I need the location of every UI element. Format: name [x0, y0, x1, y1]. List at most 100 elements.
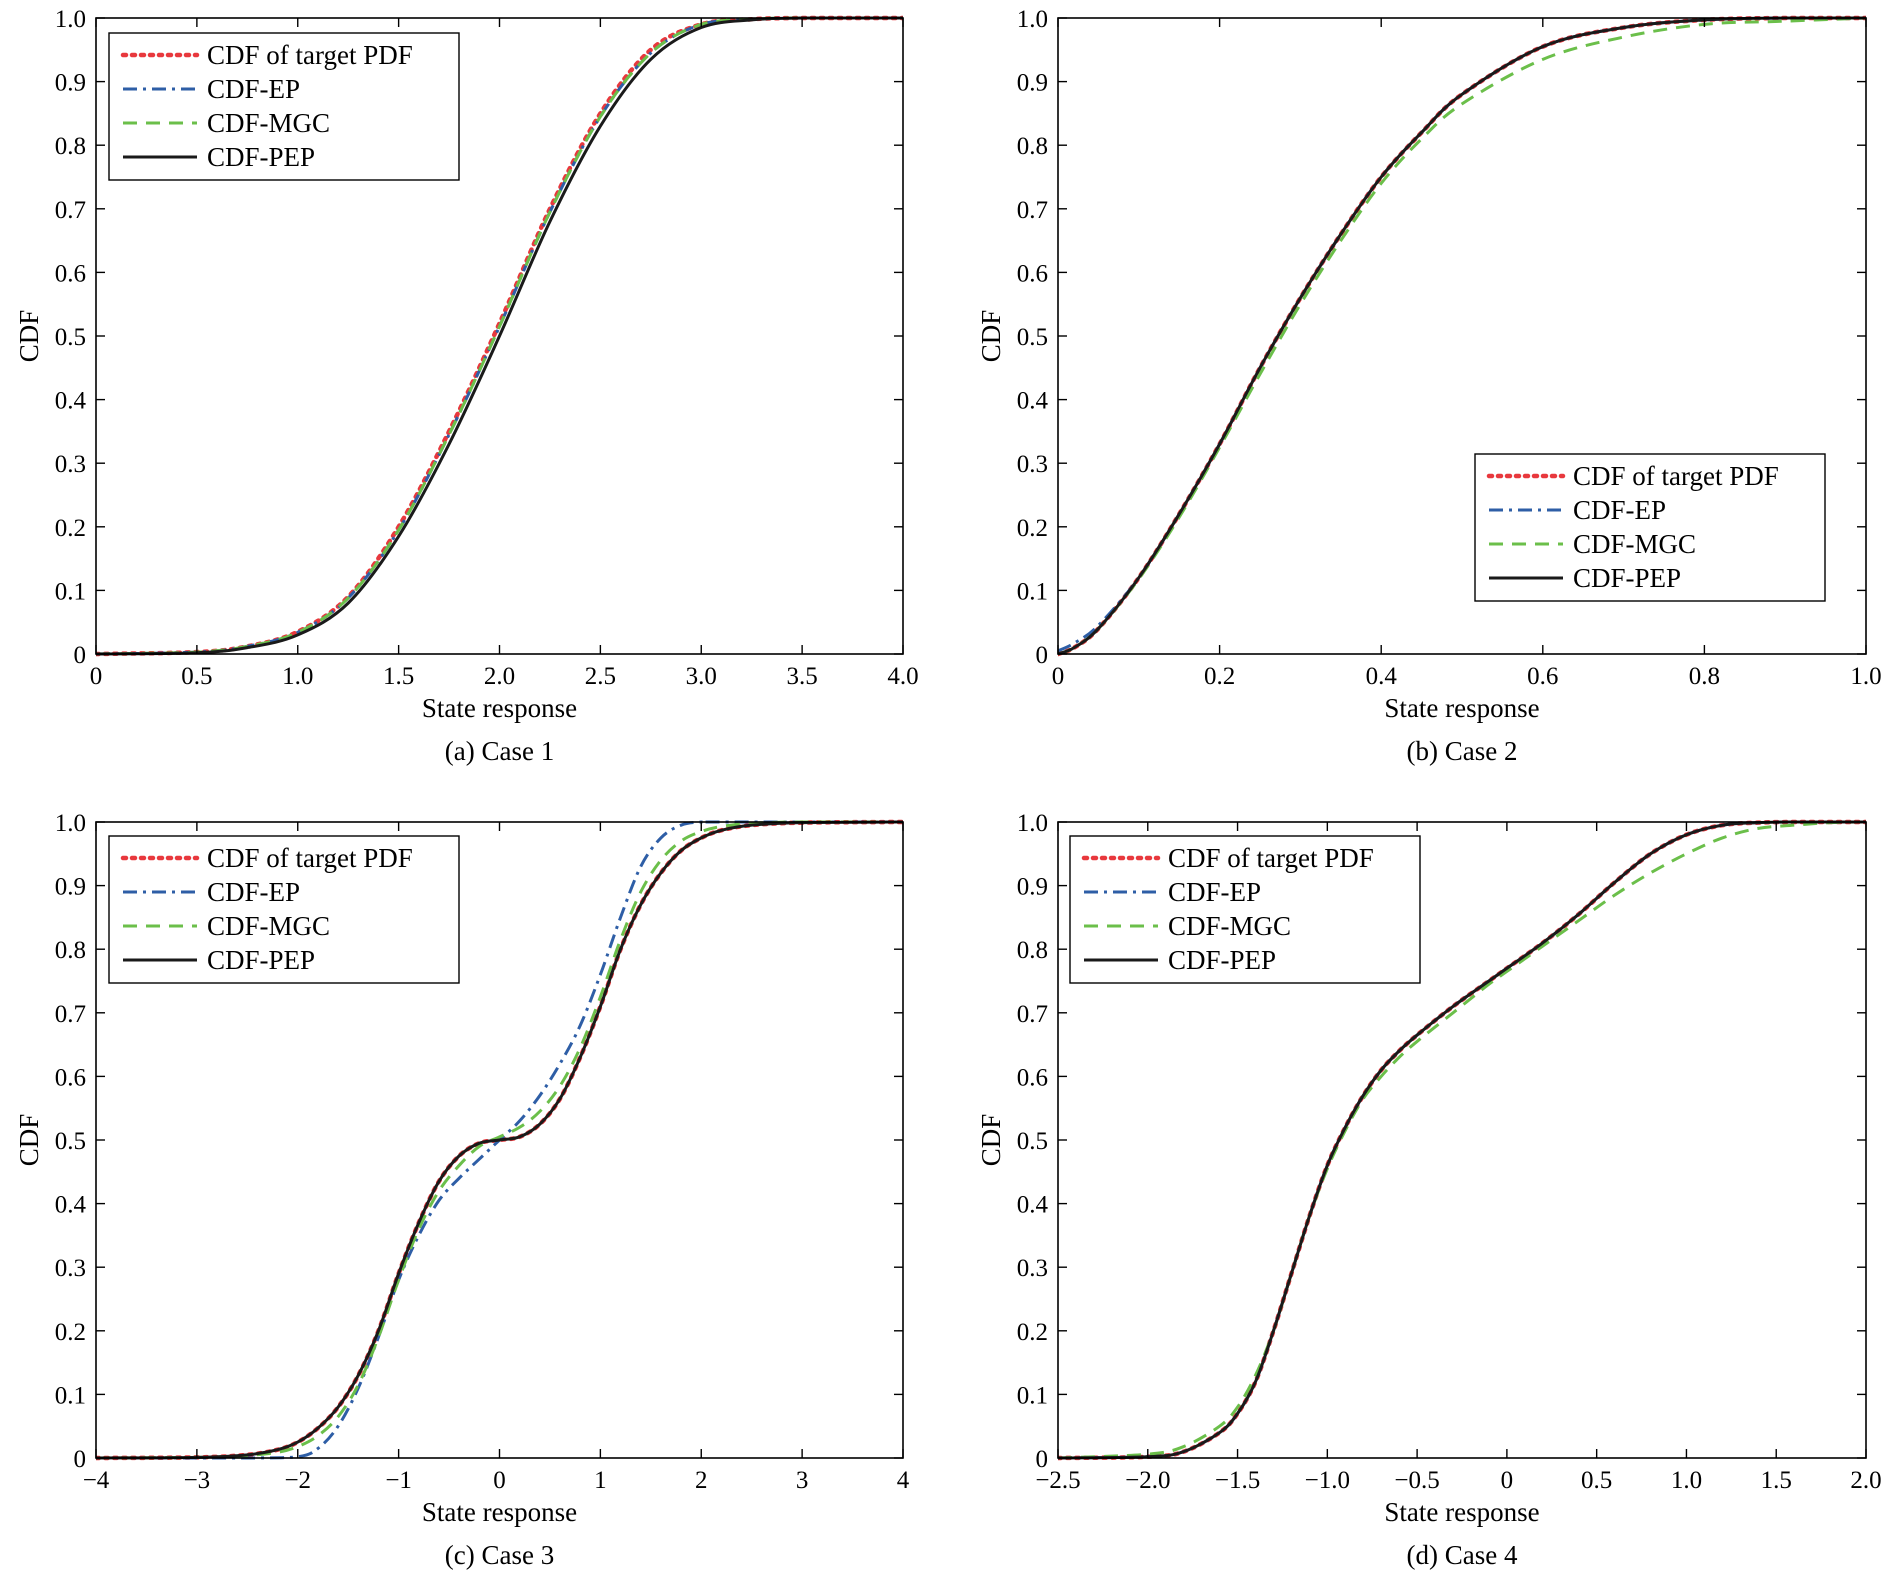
y-axis-label: CDF: [976, 1114, 1006, 1167]
y-tick-label: 0.9: [1017, 70, 1048, 97]
legend-entry-label: CDF-EP: [1573, 495, 1666, 525]
y-tick-label: 0.3: [1017, 1255, 1048, 1282]
y-tick-label: 0.5: [1017, 324, 1048, 351]
series-line-cdf-pep: [96, 820, 903, 1460]
legend-entry-label: CDF-EP: [207, 74, 300, 104]
x-tick-label: −1.5: [1215, 1467, 1260, 1494]
y-tick-label: 0.9: [1017, 874, 1048, 901]
x-tick-label: −4: [83, 1467, 110, 1494]
y-tick-label: 0.4: [55, 1192, 87, 1219]
y-tick-label: 1.0: [1017, 810, 1048, 837]
y-tick-label: 0.1: [1017, 1382, 1048, 1409]
x-tick-label: 2.0: [1850, 1467, 1881, 1494]
y-tick-label: 0.5: [1017, 1128, 1048, 1155]
series-line-cdf-pep: [1058, 820, 1866, 1460]
x-axis-label: State response: [1384, 693, 1539, 723]
y-tick-label: 0.7: [55, 197, 86, 224]
y-tick-label: 0.2: [1017, 1319, 1048, 1346]
y-axis-label: CDF: [976, 310, 1006, 363]
x-tick-label: −0.5: [1394, 1467, 1439, 1494]
panel-caption: (a) Case 1: [445, 736, 554, 766]
legend-entry-label: CDF-MGC: [207, 108, 330, 138]
y-tick-label: 0.2: [1017, 515, 1048, 542]
x-tick-label: −2: [284, 1467, 311, 1494]
y-tick-label: 0.8: [1017, 937, 1048, 964]
x-tick-label: 0.5: [1581, 1467, 1612, 1494]
panel-caption: (d) Case 4: [1407, 1540, 1518, 1570]
x-tick-label: 0.2: [1204, 663, 1235, 690]
y-tick-label: 0.5: [55, 324, 86, 351]
chart-panel-3: −4 −3 −2 −1 0 1 2 3 4 0 0.1 0.2 0.3 0.4 0.5 0.6 0.7 0.8 0.…: [14, 810, 910, 1570]
x-tick-label: 1.0: [1850, 663, 1881, 690]
legend-entry-label: CDF-PEP: [207, 945, 315, 975]
x-tick-label: 1.5: [383, 663, 414, 690]
series-line-cdf-mgc: [1058, 820, 1866, 1460]
y-tick-label: 0: [74, 1446, 87, 1473]
series-group: [96, 819, 903, 1461]
x-tick-label: 1.0: [282, 663, 313, 690]
legend-entry-label: CDF-MGC: [207, 911, 330, 941]
legend-entry-label: CDF-MGC: [1573, 529, 1696, 559]
series-group: [1058, 819, 1866, 1461]
y-tick-label: 0.2: [55, 1319, 86, 1346]
x-tick-label: −2.5: [1035, 1467, 1080, 1494]
series-group: [1058, 15, 1866, 657]
y-tick-label: 0.6: [1017, 1064, 1048, 1091]
legend: CDF of target PDF CDF-EP CDF-MGC CDF-PEP: [1069, 835, 1421, 984]
x-tick-label: 2: [695, 1467, 708, 1494]
y-tick-label: 0.1: [55, 578, 86, 605]
y-tick-label: 0.4: [55, 388, 87, 415]
x-axis-label: State response: [1384, 1497, 1539, 1527]
legend-entry-label: CDF of target PDF: [207, 843, 413, 873]
y-tick-label: 0.9: [55, 70, 86, 97]
legend: CDF of target PDF CDF-EP CDF-MGC CDF-PEP: [108, 835, 460, 984]
legend-entry-label: CDF of target PDF: [1573, 461, 1779, 491]
y-tick-label: 0.8: [55, 133, 86, 160]
x-tick-label: 0: [90, 663, 103, 690]
legend-entry-label: CDF-EP: [1168, 877, 1261, 907]
x-tick-label: 1.5: [1761, 1467, 1792, 1494]
series-group: [96, 15, 903, 657]
y-tick-label: 0.4: [1017, 1192, 1049, 1219]
legend: CDF of target PDF CDF-EP CDF-MGC CDF-PEP: [1474, 453, 1826, 602]
x-tick-label: −3: [184, 1467, 211, 1494]
y-tick-label: 0.8: [55, 937, 86, 964]
x-tick-label: 0: [493, 1467, 506, 1494]
x-tick-label: 3.0: [686, 663, 717, 690]
x-tick-label: 0.8: [1689, 663, 1720, 690]
chart-panel-2: 0 0.2 0.4 0.6 0.8 1.0 0 0.1 0.2 0.3 0.4 0.5 0.6 0.7 0.…: [976, 6, 1882, 766]
x-tick-label: 0: [1501, 1467, 1514, 1494]
legend-entry-label: CDF-PEP: [1573, 563, 1681, 593]
y-tick-label: 0.6: [1017, 260, 1048, 287]
x-tick-label: 3: [796, 1467, 809, 1494]
legend-entry-label: CDF-PEP: [1168, 945, 1276, 975]
panel-caption: (c) Case 3: [445, 1540, 554, 1570]
y-tick-label: 0.9: [55, 874, 86, 901]
y-tick-label: 0.5: [55, 1128, 86, 1155]
x-tick-label: 2.5: [585, 663, 616, 690]
chart-panel-1: 0 0.5 1.0 1.5 2.0 2.5 3.0 3.5 4.0 0 0.1 0.2 0.3 0.4 0.…: [14, 6, 919, 766]
legend-entry-label: CDF-EP: [207, 877, 300, 907]
x-tick-label: 1: [594, 1467, 607, 1494]
y-tick-label: 0: [1036, 642, 1049, 669]
x-tick-label: 0.5: [181, 663, 212, 690]
series-line-cdf-mgc: [96, 820, 903, 1460]
x-tick-label: 3.5: [787, 663, 818, 690]
legend-entry-label: CDF of target PDF: [207, 40, 413, 70]
legend-entry-label: CDF-PEP: [207, 142, 315, 172]
x-tick-label: 0: [1052, 663, 1065, 690]
series-line-cdf-pep: [1058, 16, 1866, 656]
x-tick-label: −1.0: [1305, 1467, 1350, 1494]
x-tick-label: 0.4: [1366, 663, 1398, 690]
x-tick-label: −1: [385, 1467, 412, 1494]
y-tick-label: 0.3: [55, 1255, 86, 1282]
y-tick-label: 1.0: [55, 810, 86, 837]
y-tick-label: 0.7: [55, 1001, 86, 1028]
x-tick-label: 4: [897, 1467, 910, 1494]
x-axis-label: State response: [422, 1497, 577, 1527]
legend-entry-label: CDF-MGC: [1168, 911, 1291, 941]
y-tick-label: 0.1: [55, 1382, 86, 1409]
y-tick-label: 0.4: [1017, 388, 1049, 415]
series-line-cdf-pep: [96, 16, 903, 656]
